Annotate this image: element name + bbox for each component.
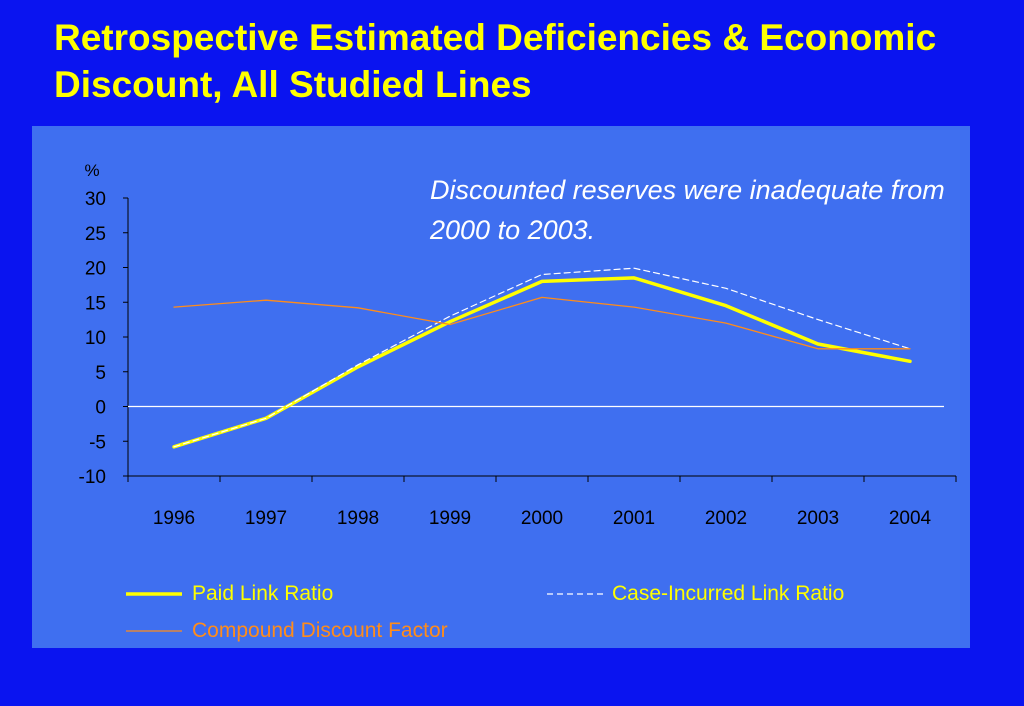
line-chart: 30 25 20 15 10 5 0 -5 -10% 1996 1997 1998 1999 2000 20… [79, 161, 957, 632]
slide-title: Retrospective Estimated Deficiencies & E… [54, 17, 937, 105]
chart-annotation: Discounted reserves were inadequate from… [430, 175, 945, 245]
y-tick-label: 5 [95, 363, 106, 384]
y-tick-label: 20 [85, 259, 106, 280]
x-tick-label: 1999 [429, 508, 471, 529]
legend-label-discount: Compound Discount Factor [192, 619, 448, 642]
y-axis-label: % [84, 161, 99, 180]
series-line-1 [173, 267, 911, 448]
chart-panel: 30 25 20 15 10 5 0 -5 -10% 1996 1997 1998 1999 2000 20… [32, 126, 970, 648]
x-tick-label: 2002 [705, 508, 747, 529]
y-tick-label: -5 [89, 432, 106, 453]
x-tick-label: 1997 [245, 508, 287, 529]
y-tick-label: 10 [85, 328, 106, 349]
x-tick-label: 1998 [337, 508, 379, 529]
y-tick-label: 30 [85, 189, 106, 210]
x-tick-label: 2000 [521, 508, 563, 529]
series-line-0 [172, 276, 912, 449]
y-tick-label: -10 [79, 467, 106, 488]
y-tick-label: 0 [95, 398, 106, 419]
x-tick-label: 2001 [613, 508, 655, 529]
y-tick-label: 25 [85, 224, 106, 245]
legend-label-case-incurred: Case-Incurred Link Ratio [612, 582, 845, 605]
x-tick-label: 2004 [889, 508, 932, 529]
x-tick-label: 1996 [153, 508, 195, 529]
legend-label-paid: Paid Link Ratio [192, 582, 334, 605]
y-tick-label: 15 [85, 293, 106, 314]
x-tick-label: 2003 [797, 508, 839, 529]
series-line-2 [173, 296, 911, 350]
